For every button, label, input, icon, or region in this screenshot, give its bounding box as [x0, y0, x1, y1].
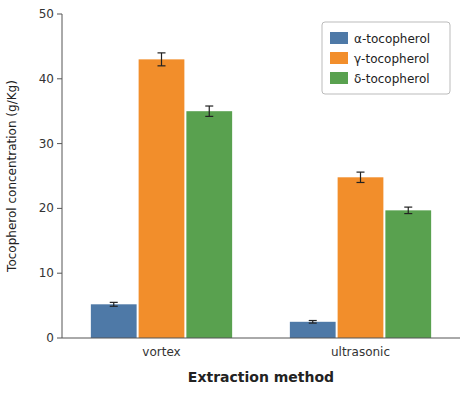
y-tick [57, 273, 62, 274]
legend: α-tocopherol γ-tocopherol δ-tocopherol [322, 22, 450, 94]
bar [186, 111, 232, 338]
y-tick [57, 78, 62, 79]
y-tick [57, 14, 62, 15]
legend-swatch [330, 32, 348, 44]
legend-label: γ-tocopherol [354, 52, 429, 66]
error-bar [205, 106, 213, 116]
bar [139, 59, 185, 338]
error-bar [357, 172, 365, 182]
y-tick-label: 30 [39, 137, 54, 151]
bar [385, 210, 431, 338]
legend-frame [322, 22, 450, 94]
legend-swatch [330, 72, 348, 84]
error-bar [309, 321, 317, 324]
bar [91, 304, 137, 338]
legend-swatch [330, 52, 348, 64]
bar [290, 322, 336, 338]
bars [91, 53, 431, 338]
chart: 0 10 20 30 40 50 vortex ultrasonic Extraction me… [0, 0, 474, 394]
bar [338, 177, 384, 338]
y-tick-label: 50 [39, 7, 54, 21]
y-tick [57, 338, 62, 339]
error-bar [404, 207, 412, 213]
error-bar [110, 302, 118, 306]
x-tick-label: vortex [142, 345, 180, 359]
x-tick-label: ultrasonic [331, 345, 390, 359]
x-axis [62, 338, 460, 339]
y-tick-label: 40 [39, 72, 54, 86]
y-tick [57, 143, 62, 144]
error-bar [158, 53, 166, 66]
y-tick-label: 10 [39, 266, 54, 280]
y-tick-label: 0 [46, 331, 54, 345]
y-tick [57, 208, 62, 209]
x-axis-label: Extraction method [188, 369, 334, 385]
legend-label: α-tocopherol [354, 32, 430, 46]
y-axis [62, 14, 63, 338]
y-tick-label: 20 [39, 201, 54, 215]
y-axis-label: Tocopherol concentration (g/Kg) [5, 80, 19, 273]
legend-label: δ-tocopherol [354, 72, 430, 86]
chart-container: 0 10 20 30 40 50 vortex ultrasonic Extraction me… [0, 0, 474, 394]
